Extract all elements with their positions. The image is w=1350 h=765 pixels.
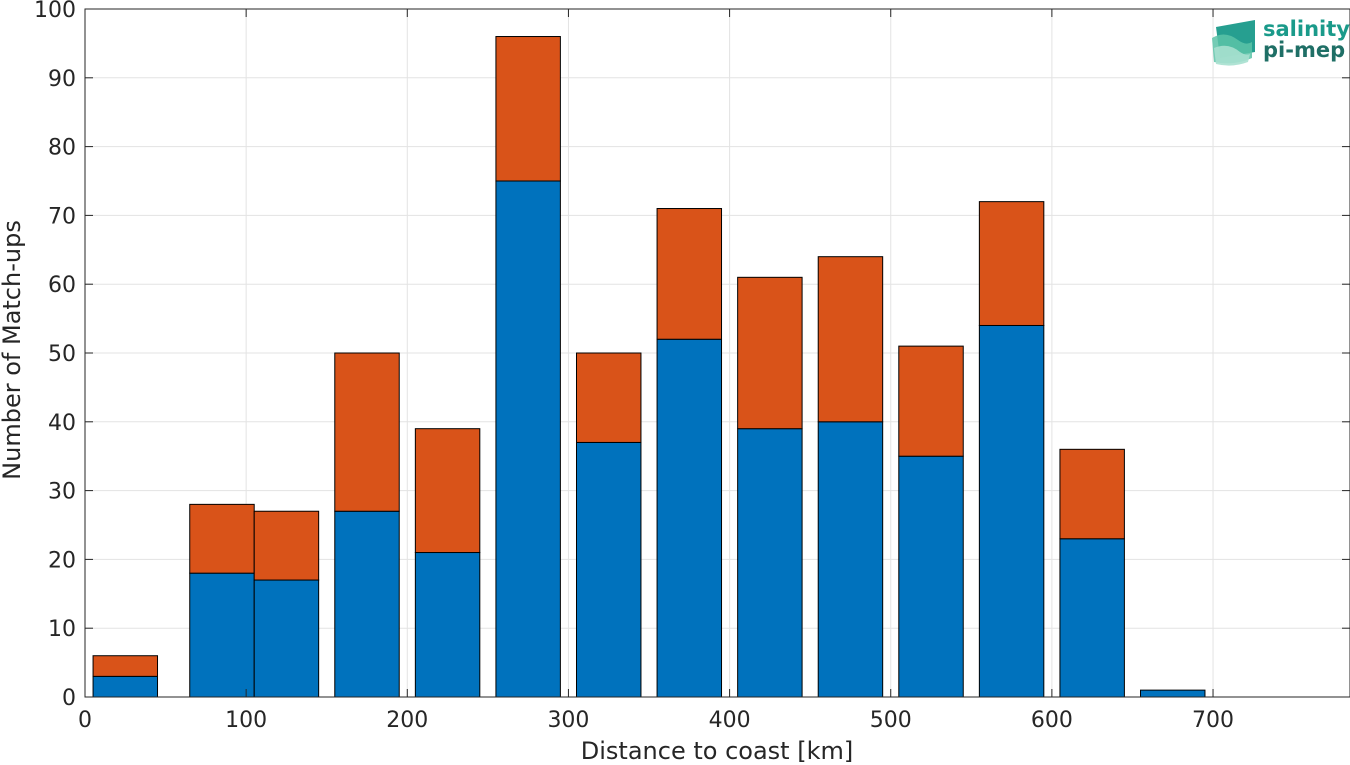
x-tick-label: 200 xyxy=(386,708,428,733)
y-tick-labels: 0 10 20 30 40 50 60 70 80 90 100 xyxy=(34,0,76,711)
y-tick-label: 80 xyxy=(48,136,76,161)
x-tick-label: 600 xyxy=(1031,708,1073,733)
bar-segment-series-1 xyxy=(334,510,400,698)
y-tick-label: 90 xyxy=(48,67,76,92)
bar-segment-series-2 xyxy=(495,36,561,182)
x-tick-label: 100 xyxy=(225,708,267,733)
tick-marks xyxy=(84,8,1350,698)
bar-segment-series-2 xyxy=(92,655,159,677)
bar-segment-series-1 xyxy=(1059,538,1125,698)
bar-segment-series-2 xyxy=(737,276,803,430)
bar-segment-series-2 xyxy=(898,345,964,457)
bar-segment-series-2 xyxy=(334,352,400,512)
bar-segment-series-1 xyxy=(414,552,481,698)
bar-segment-series-2 xyxy=(253,510,320,581)
bar-segment-series-1 xyxy=(189,572,255,698)
y-tick-label: 50 xyxy=(48,342,76,367)
bar-segment-series-1 xyxy=(817,421,884,698)
y-tick-label: 0 xyxy=(62,686,76,711)
y-tick-label: 30 xyxy=(48,480,76,505)
bar-segment-series-2 xyxy=(575,352,642,443)
bar-segment-series-1 xyxy=(92,675,159,698)
y-tick-label: 10 xyxy=(48,617,76,642)
bar-segment-series-1 xyxy=(495,180,561,698)
y-tick-label: 40 xyxy=(48,411,76,436)
salinity-pi-mep-logo: salinity pi-mep xyxy=(1212,17,1350,66)
x-axis-title: Distance to coast [km] xyxy=(581,737,853,765)
wave-logo-icon xyxy=(1212,20,1255,66)
x-tick-label: 300 xyxy=(547,708,589,733)
x-tick-label: 700 xyxy=(1192,708,1234,733)
bar-segment-series-2 xyxy=(1059,448,1125,540)
x-tick-label: 500 xyxy=(870,708,912,733)
logo-text-salinity: salinity xyxy=(1263,17,1350,41)
x-tick-label: 400 xyxy=(709,708,751,733)
y-tick-label: 100 xyxy=(34,0,76,23)
bars xyxy=(92,36,1206,698)
bar-segment-series-1 xyxy=(898,455,964,698)
bar-segment-series-2 xyxy=(414,428,481,554)
y-axis-title: Number of Match-ups xyxy=(0,220,26,480)
bar-segment-series-2 xyxy=(817,256,884,423)
bar-segment-series-2 xyxy=(978,201,1045,326)
logo-text-pi-mep: pi-mep xyxy=(1263,38,1345,62)
y-tick-label: 60 xyxy=(48,273,76,298)
y-tick-label: 20 xyxy=(48,548,76,573)
y-tick-label: 70 xyxy=(48,204,76,229)
bar-segment-series-1 xyxy=(656,338,723,698)
bar-segment-series-2 xyxy=(189,503,255,574)
x-tick-label: 0 xyxy=(78,708,92,733)
x-tick-labels: 0 100 200 300 400 500 600 700 xyxy=(78,708,1234,733)
bar-segment-series-1 xyxy=(978,324,1045,698)
bar-segment-series-1 xyxy=(253,579,320,698)
bar-segment-series-1 xyxy=(1140,689,1206,698)
bar-segment-series-2 xyxy=(656,208,723,340)
bar-segment-series-1 xyxy=(575,441,642,698)
bar-segment-series-1 xyxy=(737,428,803,698)
